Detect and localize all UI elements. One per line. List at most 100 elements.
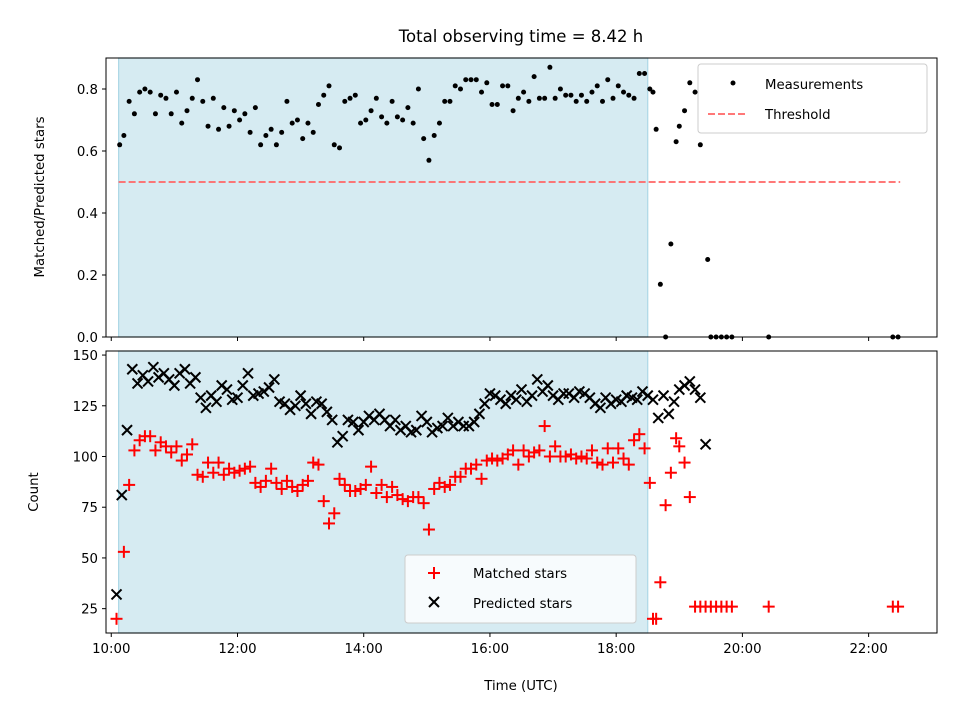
top-y-tick-label: 0.2 xyxy=(77,269,98,284)
top-panel: Total observing time = 8.42 h 0.00.20.40… xyxy=(33,27,938,346)
predicted-stars-points xyxy=(110,361,712,601)
legend-label-matched: Matched stars xyxy=(473,567,567,582)
measurement-point xyxy=(584,98,590,104)
measurement-point xyxy=(300,136,306,142)
matched-star-point xyxy=(323,517,336,530)
measurement-point xyxy=(358,120,364,126)
matched-star-point xyxy=(633,428,646,441)
measurement-point xyxy=(578,92,584,98)
measurement-point xyxy=(573,98,579,104)
matched-star-point xyxy=(144,430,157,443)
predicted-star-point xyxy=(237,379,249,392)
measurement-point xyxy=(352,92,358,98)
top-y-axis-label: Matched/Predicted stars xyxy=(33,116,48,277)
predicted-star-point xyxy=(442,412,454,424)
matched-star-point xyxy=(892,600,905,613)
matched-star-point xyxy=(678,456,691,469)
legend-label-measurements: Measurements xyxy=(765,78,863,93)
predicted-star-point xyxy=(694,391,707,404)
measurement-point xyxy=(394,114,400,120)
predicted-star-point xyxy=(189,371,202,384)
matched-star-point xyxy=(375,478,388,491)
predicted-star-point xyxy=(116,489,128,501)
measurement-point xyxy=(147,89,153,95)
matched-star-point xyxy=(559,450,572,463)
bottom-y-tick-label: 25 xyxy=(81,603,98,618)
measurement-point xyxy=(347,95,353,101)
bottom-y-tick-label: 100 xyxy=(73,450,98,465)
predicted-star-point xyxy=(663,408,675,420)
measurement-point xyxy=(589,89,595,95)
measurement-point xyxy=(415,86,421,92)
matched-star-point xyxy=(549,440,562,453)
bottom-y-axis-label: Count xyxy=(27,472,42,512)
measurement-point xyxy=(226,123,232,129)
matched-star-point xyxy=(638,442,651,455)
measurement-point xyxy=(510,108,516,114)
matched-star-point xyxy=(170,440,183,453)
top-y-tick-label: 0.4 xyxy=(77,207,98,222)
bottom-y-tick-label: 150 xyxy=(73,349,98,364)
matched-star-point xyxy=(228,466,241,479)
bottom-x-tick-label: 14:00 xyxy=(345,642,383,657)
bottom-panel: 25 50 75 100 125 150 10:00 12:00 14:00 16:00 18:0… xyxy=(27,349,938,694)
predicted-star-point xyxy=(468,416,480,428)
bottom-x-tick-label: 16:00 xyxy=(471,642,509,657)
predicted-star-point xyxy=(194,391,207,404)
matched-star-point xyxy=(643,476,656,489)
matched-star-point xyxy=(110,612,123,625)
measurement-point xyxy=(152,111,158,117)
matched-star-point xyxy=(585,444,598,457)
matched-star-point xyxy=(517,444,530,457)
predicted-star-point xyxy=(321,406,333,418)
predicted-star-point xyxy=(478,398,491,410)
matched-star-point xyxy=(683,491,696,504)
matched-star-point xyxy=(601,442,614,455)
top-y-tick-label: 0.8 xyxy=(77,83,98,98)
measurement-point xyxy=(463,77,469,83)
measurement-point xyxy=(326,83,332,89)
bottom-x-tick-label: 20:00 xyxy=(723,642,761,657)
matched-star-point xyxy=(428,482,441,495)
matched-star-point xyxy=(191,468,204,481)
bottom-legend-box xyxy=(404,554,637,624)
predicted-star-point xyxy=(305,408,317,420)
matched-star-point xyxy=(533,444,546,457)
predicted-star-point xyxy=(647,393,659,406)
measurement-point xyxy=(697,142,703,148)
predicted-star-point xyxy=(210,396,223,408)
matched-star-point xyxy=(175,454,188,467)
matched-star-point xyxy=(673,440,686,453)
matched-star-point xyxy=(159,440,172,453)
measurement-point xyxy=(205,123,211,129)
matched-star-point xyxy=(607,456,620,469)
measurement-point xyxy=(337,145,343,151)
measurement-point xyxy=(231,108,237,114)
matched-star-point xyxy=(507,444,520,457)
chart-title: Total observing time = 8.42 h xyxy=(398,27,643,46)
matched-star-point xyxy=(117,545,130,558)
matched-star-point xyxy=(307,456,320,469)
top-shaded-interval xyxy=(118,57,649,338)
matched-star-point xyxy=(328,507,341,520)
predicted-star-point xyxy=(347,416,359,428)
measurement-point xyxy=(431,133,437,138)
measurement-point xyxy=(615,83,621,89)
predicted-star-point xyxy=(131,377,144,390)
matched-star-point xyxy=(212,456,225,469)
measurement-point xyxy=(400,117,406,123)
bottom-y-axis: 25 50 75 100 125 150 xyxy=(73,349,106,618)
top-x-axis-ticks xyxy=(110,337,870,341)
measurement-point xyxy=(647,86,653,92)
measurement-point xyxy=(252,105,258,111)
matched-star-point xyxy=(628,434,641,447)
measurement-point xyxy=(650,89,656,95)
bottom-x-axis: 10:00 12:00 14:00 16:00 18:00 20:00 22:00 xyxy=(92,633,888,657)
matched-star-point xyxy=(443,478,456,491)
measurement-point xyxy=(687,80,693,86)
predicted-star-point xyxy=(421,416,433,428)
measurement-point xyxy=(484,80,490,86)
measurement-point xyxy=(473,77,479,83)
matched-star-point xyxy=(349,484,362,497)
matched-star-point xyxy=(622,458,635,471)
